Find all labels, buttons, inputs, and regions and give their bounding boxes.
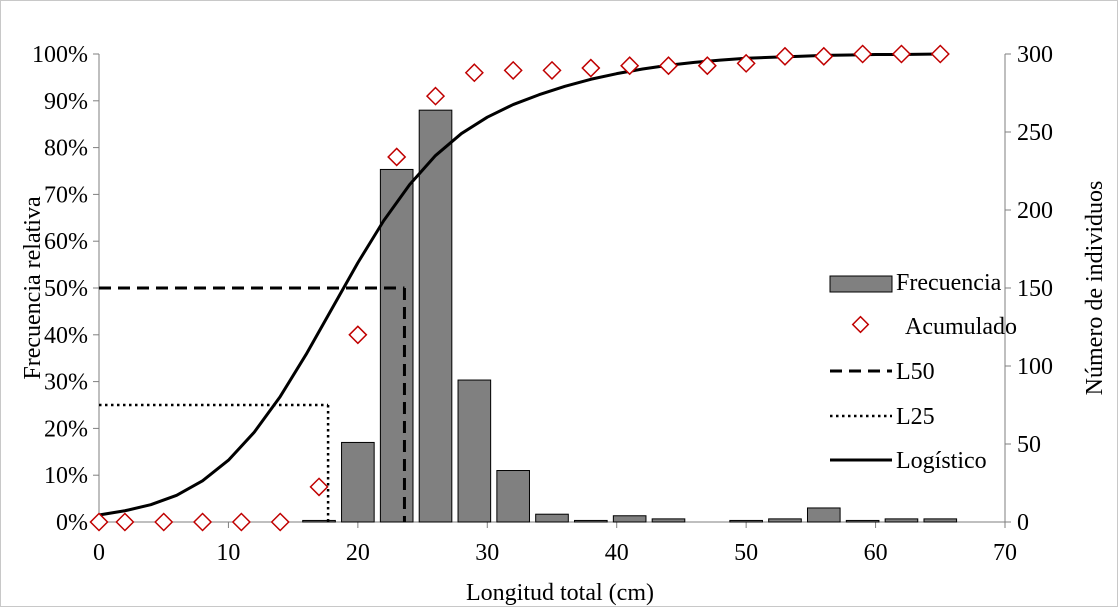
point-acumulado [348, 325, 368, 345]
legend-marker-acumulado [851, 315, 870, 334]
legend-swatch-frecuencia [829, 275, 893, 293]
bar-frecuencia [302, 519, 336, 523]
legend-label-logistico: Logístico [896, 448, 987, 474]
point-acumulado [464, 63, 484, 83]
point-acumulado [387, 147, 407, 167]
y-tick-label: 90% [44, 89, 88, 115]
x-tick-label: 60 [864, 540, 888, 566]
point-acumulado [154, 512, 174, 532]
point-acumulado [658, 56, 679, 76]
y-tick-label: 80% [44, 136, 88, 162]
legend-label-frecuencia: Frecuencia [896, 270, 1002, 296]
bar-frecuencia [806, 507, 841, 523]
x-tick-label: 0 [93, 540, 105, 566]
y-tick-label: 10% [44, 463, 88, 489]
x-tick-label: 30 [475, 540, 499, 566]
point-acumulado [192, 512, 213, 532]
tick-labels-group: 0%10%20%30%40%50%60%70%80%90%100%0501001… [32, 42, 1053, 566]
y2-tick-label: 300 [1017, 42, 1053, 68]
y-axis-title: Frecuencia relativa [20, 196, 46, 380]
bar-frecuencia [379, 168, 414, 523]
bar-frecuencia [535, 513, 569, 523]
point-acumulado [231, 512, 251, 532]
legend-label-acumulado: Acumulado [905, 314, 1017, 340]
point-acumulado [930, 44, 950, 64]
point-acumulado [309, 477, 329, 497]
point-acumulado [697, 56, 717, 76]
x-tick-label: 10 [216, 540, 240, 566]
legend-label-l25: L25 [896, 404, 935, 430]
legend: Frecuencia Acumulado L50 L25 Logístico [829, 270, 1017, 474]
bar-frecuencia [496, 470, 530, 523]
x-tick-label: 50 [734, 540, 758, 566]
y2-tick-label: 0 [1017, 510, 1029, 536]
bars-group [302, 109, 958, 523]
point-acumulado [736, 53, 756, 73]
bar-frecuencia [768, 518, 802, 523]
point-acumulado [542, 60, 562, 80]
y-tick-label: 50% [44, 276, 88, 302]
point-acumulado [775, 46, 795, 66]
y-tick-label: 40% [44, 323, 88, 349]
bar-frecuencia [574, 519, 608, 523]
point-acumulado [891, 44, 912, 64]
y-tick-label: 100% [32, 42, 88, 68]
point-acumulado [581, 58, 601, 78]
point-acumulado [814, 46, 834, 66]
y2-tick-label: 200 [1017, 198, 1053, 224]
point-acumulado [853, 44, 873, 64]
y-tick-label: 0% [56, 510, 88, 536]
point-acumulado [503, 60, 523, 80]
bar-frecuencia [845, 519, 880, 523]
point-acumulado [270, 512, 290, 532]
y2-axis-title: Número de individuos [1082, 181, 1108, 396]
y-tick-label: 60% [44, 229, 88, 255]
bar-frecuencia [923, 518, 958, 523]
bar-frecuencia [729, 519, 763, 523]
point-acumulado [425, 86, 446, 106]
bar-frecuencia [341, 441, 375, 523]
point-acumulado [89, 512, 109, 532]
x-axis-title: Longitud total (cm) [466, 580, 654, 606]
y2-tick-label: 250 [1017, 120, 1053, 146]
x-tick-label: 40 [605, 540, 629, 566]
x-tick-label: 20 [346, 540, 370, 566]
point-acumulado [115, 512, 135, 532]
reference-lines-group [99, 286, 406, 522]
cumulative-points-group [89, 44, 950, 532]
x-tick-label: 70 [993, 540, 1017, 566]
bar-frecuencia [884, 518, 919, 523]
y-tick-label: 30% [44, 370, 88, 396]
y2-tick-label: 100 [1017, 354, 1053, 380]
bar-frecuencia [612, 515, 647, 523]
y-tick-label: 20% [44, 416, 88, 442]
point-acumulado [620, 56, 640, 76]
bar-frecuencia [457, 379, 492, 523]
legend-label-l50: L50 [896, 359, 935, 385]
bar-frecuencia [418, 109, 453, 523]
y2-tick-label: 50 [1017, 432, 1041, 458]
y-tick-label: 70% [44, 182, 88, 208]
bar-frecuencia [651, 518, 686, 523]
y2-tick-label: 150 [1017, 276, 1053, 302]
